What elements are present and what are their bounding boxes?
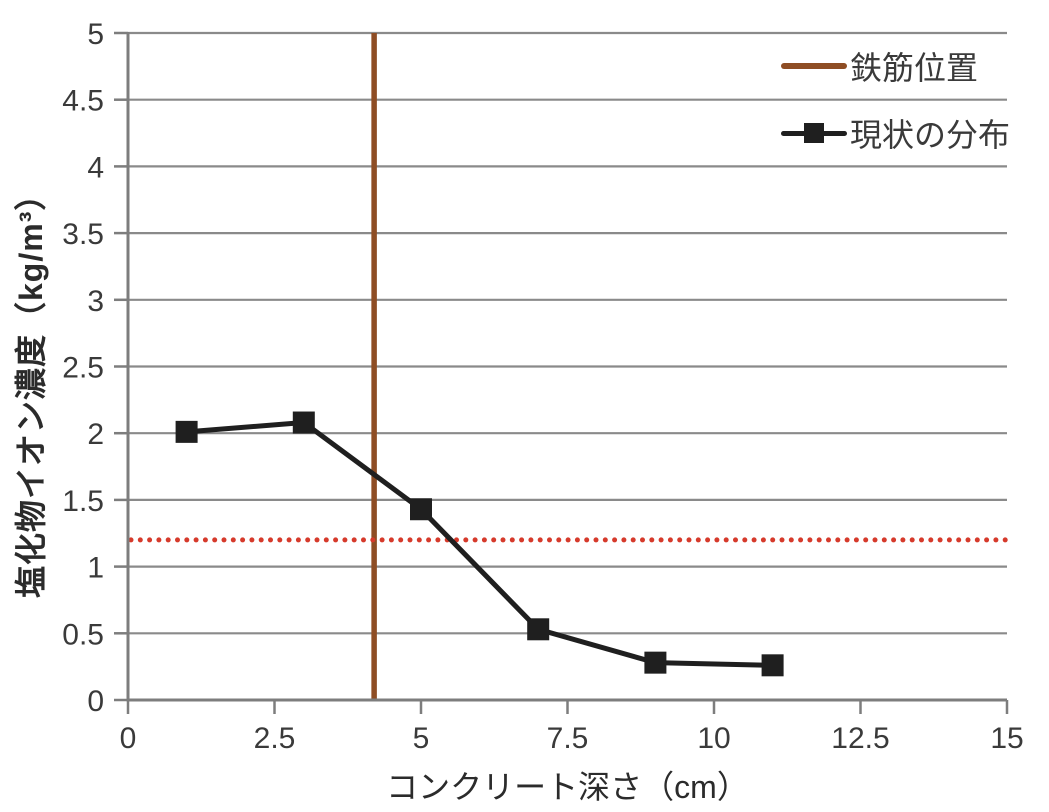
legend-item-rebar-position: 鉄筋位置 <box>781 38 1010 94</box>
y-tick-label: 2 <box>87 418 104 451</box>
legend-item-current-distribution: 現状の分布 <box>781 105 1010 161</box>
y-tick-label: 1 <box>87 552 104 585</box>
x-axis-title: コンクリート深さ（cm） <box>386 769 749 805</box>
legend-label-rebar-position: 鉄筋位置 <box>850 50 979 86</box>
y-tick-label: 2.5 <box>62 352 104 385</box>
y-tick-label: 0 <box>87 685 104 718</box>
x-tick-label: 12.5 <box>831 722 889 755</box>
data-point-marker <box>175 420 198 443</box>
x-tick-label: 7.5 <box>547 722 589 755</box>
y-tick-label: 3 <box>87 285 104 318</box>
y-tick-label: 0.5 <box>62 618 104 651</box>
legend: 鉄筋位置 現状の分布 <box>781 38 1010 161</box>
brown-line-icon <box>781 63 847 69</box>
x-tick-label: 10 <box>697 722 730 755</box>
data-point-marker <box>292 411 315 434</box>
x-tick-label: 15 <box>990 722 1023 755</box>
legend-label-current-distribution: 現状の分布 <box>850 117 1011 153</box>
y-tick-label: 4.5 <box>62 85 104 118</box>
data-point-marker <box>410 498 432 521</box>
y-tick-label: 4 <box>87 151 104 184</box>
y-tick-label: 1.5 <box>62 485 104 518</box>
y-tick-label: 3.5 <box>62 218 104 251</box>
data-point-marker <box>527 618 550 641</box>
y-axis-title: 塩化物イオン濃度（kg/m³） <box>13 177 49 598</box>
square-marker-icon <box>804 123 824 143</box>
y-tick-label: 5 <box>87 18 104 51</box>
x-tick-label: 2.5 <box>254 722 296 755</box>
distribution-line-swatch <box>781 105 847 161</box>
data-point-marker <box>644 651 667 674</box>
x-tick-label: 0 <box>120 722 137 755</box>
rebar-line-swatch <box>781 38 847 94</box>
x-tick-label: 5 <box>413 722 430 755</box>
distribution-line <box>184 420 776 668</box>
data-point-marker <box>761 654 784 677</box>
